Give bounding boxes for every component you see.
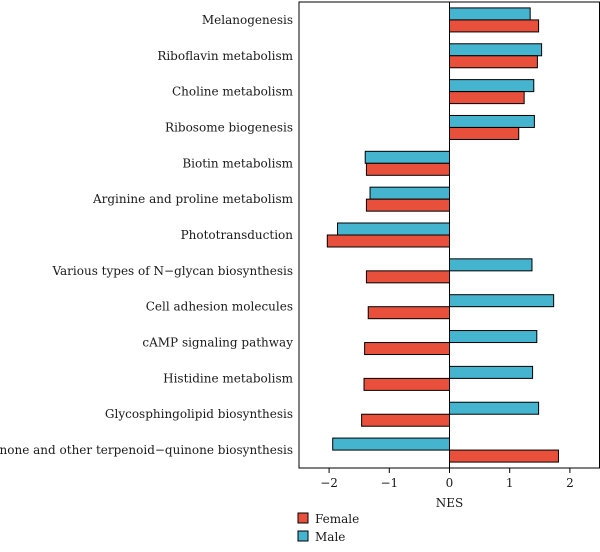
- bar-male-2: [449, 79, 535, 93]
- bar-male-5: [369, 186, 451, 200]
- category-label: Melanogenesis: [202, 13, 293, 27]
- bar-female-9: [364, 342, 451, 356]
- category-label: Biotin metabolism: [182, 156, 293, 170]
- legend-label-male: Male: [315, 530, 345, 544]
- x-tick-label: 2: [566, 476, 574, 490]
- bar-female-5: [365, 198, 451, 212]
- bar-female-0: [449, 19, 540, 33]
- bar-male-7: [449, 258, 533, 272]
- bar-female-7: [365, 270, 451, 284]
- category-label: Glycosphingolipid biosynthesis: [105, 407, 293, 421]
- category-label: Choline metabolism: [172, 85, 294, 99]
- bar-male-6: [337, 222, 451, 236]
- category-label: Ubiquinone and other terpenoid−quinone b…: [0, 443, 293, 457]
- bar-male-1: [449, 43, 543, 57]
- category-label: Ribosome biogenesis: [165, 120, 293, 134]
- category-label: Cell adhesion molecules: [146, 300, 293, 314]
- bar-male-11: [449, 401, 540, 415]
- bar-male-8: [449, 294, 555, 308]
- bar-female-10: [363, 377, 450, 391]
- bar-female-1: [449, 55, 538, 69]
- bar-male-4: [364, 150, 450, 164]
- bar-male-12: [332, 437, 451, 451]
- category-label: Various types of N−glycan biosynthesis: [51, 264, 293, 278]
- category-label: Riboflavin metabolism: [157, 49, 293, 63]
- bar-female-12: [449, 449, 559, 463]
- bar-male-0: [449, 7, 531, 21]
- x-tick-label: 0: [446, 476, 454, 490]
- bar-female-11: [361, 413, 450, 427]
- x-tick-label: −2: [320, 476, 338, 490]
- category-label: Histidine metabolism: [163, 371, 293, 385]
- bar-female-8: [367, 306, 451, 320]
- bar-male-10: [449, 365, 534, 379]
- legend: Female Male: [297, 512, 359, 544]
- category-labels: Melanogenesis Riboflavin metabolism Cholin…: [0, 13, 294, 457]
- bar-female-2: [449, 91, 525, 105]
- bar-female-4: [365, 162, 451, 176]
- x-axis-ticks: −2 −1 0 1 2: [320, 468, 574, 490]
- bar-male-9: [449, 330, 538, 344]
- x-axis-title: NES: [436, 496, 463, 510]
- category-label: cAMP signaling pathway: [142, 336, 293, 350]
- bar-male-3: [449, 114, 535, 128]
- category-label: Phototransduction: [181, 228, 294, 242]
- x-tick-label: 1: [506, 476, 514, 490]
- category-label: Arginine and proline metabolism: [92, 192, 294, 206]
- legend-swatch-female: [297, 512, 309, 524]
- bar-female-3: [449, 126, 520, 140]
- bars-group: [326, 7, 559, 463]
- bar-female-6: [326, 234, 451, 248]
- legend-swatch-male: [297, 530, 309, 542]
- legend-label-female: Female: [315, 512, 359, 526]
- x-tick-label: −1: [380, 476, 398, 490]
